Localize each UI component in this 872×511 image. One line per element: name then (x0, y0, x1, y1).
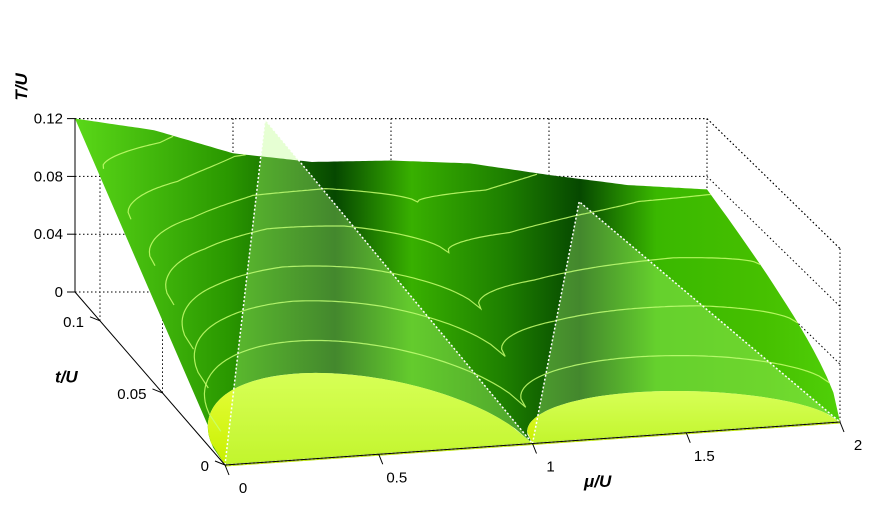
mu-tick-label: 0.5 (386, 469, 407, 486)
mu-tick (839, 421, 845, 433)
mu-tick-label: 0 (239, 480, 247, 497)
t-tick-label: 0.1 (63, 314, 84, 331)
t-tick (89, 316, 101, 322)
mu-tick (224, 464, 230, 476)
t-tick-label: 0 (201, 458, 209, 475)
contour-line-7 (102, 135, 174, 169)
T-tick-label: 0.04 (34, 226, 63, 243)
t-tick-label: 0.05 (117, 386, 146, 403)
mu-tick (378, 454, 384, 465)
T-tick-label: 0.08 (34, 168, 63, 185)
contour-line-5 (148, 173, 538, 266)
grid-line (75, 118, 841, 249)
T-tick-label: 0.12 (34, 111, 63, 128)
contour-line-1 (203, 339, 830, 432)
T-tick-label: 0 (55, 284, 63, 301)
mu-tick-label: 2 (854, 437, 862, 454)
phase-surface (75, 118, 840, 465)
mu-tick (532, 443, 537, 454)
t-tick (214, 460, 226, 466)
contour-line-2 (193, 300, 799, 389)
t-axis-label: t/U (55, 368, 78, 387)
mu-tick (685, 432, 691, 443)
grid-line (75, 175, 841, 307)
t-tick (152, 388, 163, 394)
mu-axis-label: μ/U (583, 472, 612, 491)
contour-line-4 (165, 193, 711, 306)
mott-lobe-floor-1 (207, 372, 533, 465)
T-axis-label: T/U (12, 72, 31, 100)
contour-line-6 (127, 154, 246, 220)
mu-tick-label: 1.5 (694, 448, 715, 465)
mott-lobe-floor-2 (527, 391, 840, 444)
mu-tick-label: 1 (546, 459, 554, 476)
